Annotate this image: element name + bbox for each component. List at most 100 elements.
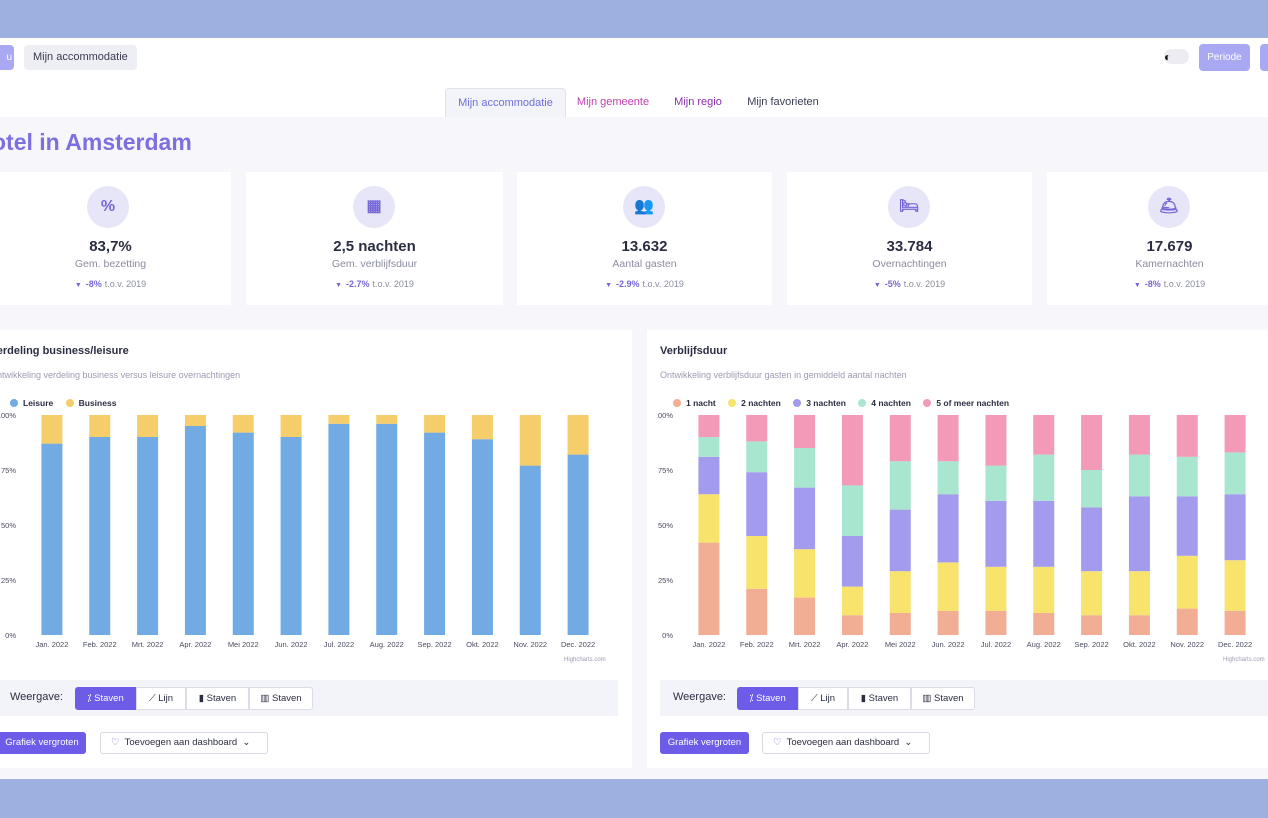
business-leisure-bar-segment[interactable] (137, 415, 159, 437)
verblijfsduur-bar-segment[interactable] (746, 588, 768, 635)
tab-mijn-favorieten[interactable]: Mijn favorieten (747, 96, 819, 108)
verblijfsduur-bar-segment[interactable] (1033, 415, 1055, 455)
verblijfsduur-bar-segment[interactable] (1033, 613, 1055, 635)
business-leisure-bar-segment[interactable] (519, 415, 541, 466)
chart-credits[interactable]: Highcharts.com (1223, 657, 1265, 663)
business-leisure-bar-segment[interactable] (471, 415, 493, 440)
verblijfsduur-bar-segment[interactable] (698, 415, 720, 437)
verblijfsduur-bar-segment[interactable] (1128, 415, 1150, 455)
business-leisure-bar-segment[interactable] (232, 432, 254, 635)
verblijfsduur-bar-segment[interactable] (1224, 452, 1246, 495)
add-to-dashboard-button[interactable]: ♡ Toevoegen aan dashboard ⌄ (100, 732, 268, 754)
verblijfsduur-bar-segment[interactable] (937, 610, 959, 635)
view-stacked-percent-button[interactable]: ⁒ Staven (75, 687, 136, 710)
verblijfsduur-bar-segment[interactable] (794, 448, 816, 488)
legend-item-1-nacht[interactable]: 1 nacht (673, 398, 716, 408)
legend-item-leisure[interactable]: Leisure (10, 398, 53, 408)
verblijfsduur-bar-segment[interactable] (698, 494, 720, 543)
view-stacked-percent-button[interactable]: ⁒ Staven (737, 687, 798, 710)
verblijfsduur-bar-segment[interactable] (1033, 566, 1055, 613)
view-line-button[interactable]: ⟋ Lijn (798, 687, 848, 710)
view-line-button[interactable]: ⟋ Lijn (136, 687, 186, 710)
verblijfsduur-bar-segment[interactable] (1081, 507, 1103, 572)
verblijfsduur-bar-segment[interactable] (1128, 615, 1150, 635)
legend-item-business[interactable]: Business (65, 398, 116, 408)
verblijfsduur-bar-segment[interactable] (937, 461, 959, 495)
verblijfsduur-bar-segment[interactable] (794, 415, 816, 448)
verblijfsduur-bar-segment[interactable] (841, 485, 863, 536)
business-leisure-bar-segment[interactable] (280, 415, 302, 437)
chart-credits[interactable]: Highcharts.com (564, 657, 606, 663)
verblijfsduur-bar-segment[interactable] (937, 562, 959, 611)
verblijfsduur-bar-segment[interactable] (985, 566, 1007, 611)
verblijfsduur-bar-segment[interactable] (1081, 470, 1103, 508)
verblijfsduur-bar-segment[interactable] (1128, 571, 1150, 616)
tab-mijn-accommodatie[interactable]: Mijn accommodatie (445, 88, 566, 117)
view-bar-button[interactable]: ▮ Staven (186, 687, 249, 710)
verblijfsduur-bar-segment[interactable] (985, 465, 1007, 501)
business-leisure-bar-segment[interactable] (519, 465, 541, 635)
business-leisure-bar-segment[interactable] (376, 415, 398, 424)
verblijfsduur-bar-segment[interactable] (1224, 494, 1246, 561)
business-leisure-bar-segment[interactable] (41, 415, 63, 444)
verblijfsduur-bar-segment[interactable] (1224, 415, 1246, 453)
verblijfsduur-bar-segment[interactable] (841, 536, 863, 587)
verblijfsduur-bar-segment[interactable] (841, 615, 863, 635)
verblijfsduur-bar-segment[interactable] (1176, 496, 1198, 556)
verblijfsduur-bar-segment[interactable] (841, 586, 863, 616)
business-leisure-bar-segment[interactable] (424, 415, 446, 433)
theme-toggle[interactable] (1164, 49, 1189, 64)
verblijfsduur-bar-segment[interactable] (1176, 415, 1198, 457)
accommodation-button[interactable]: Mijn accommodatie (24, 45, 137, 70)
verblijfsduur-bar-segment[interactable] (794, 549, 816, 598)
verblijfsduur-bar-segment[interactable] (889, 461, 911, 510)
verblijfsduur-bar-segment[interactable] (1224, 560, 1246, 611)
verblijfsduur-bar-segment[interactable] (1176, 608, 1198, 635)
legend-item-5-of-meer-nachten[interactable]: 5 of meer nachten (923, 398, 1009, 408)
verblijfsduur-bar-segment[interactable] (698, 542, 720, 635)
verblijfsduur-bar-segment[interactable] (889, 415, 911, 462)
verblijfsduur-bar-segment[interactable] (746, 536, 768, 589)
verblijfsduur-bar-segment[interactable] (746, 415, 768, 442)
verblijfsduur-bar-segment[interactable] (794, 487, 816, 550)
extra-button[interactable] (1260, 44, 1268, 71)
business-leisure-bar-segment[interactable] (280, 437, 302, 635)
tab-mijn-regio[interactable]: Mijn regio (674, 96, 722, 108)
verblijfsduur-bar-segment[interactable] (746, 472, 768, 536)
view-stacked-bar-button[interactable]: ▥ Staven (911, 687, 975, 710)
verblijfsduur-bar-segment[interactable] (889, 571, 911, 613)
verblijfsduur-bar-segment[interactable] (937, 494, 959, 563)
business-leisure-bar-segment[interactable] (328, 415, 350, 424)
business-leisure-bar-segment[interactable] (137, 437, 159, 635)
view-bar-button[interactable]: ▮ Staven (848, 687, 911, 710)
business-leisure-bar-segment[interactable] (41, 443, 63, 635)
legend-item-4-nachten[interactable]: 4 nachten (858, 398, 911, 408)
verblijfsduur-bar-segment[interactable] (985, 500, 1007, 567)
business-leisure-bar-segment[interactable] (89, 415, 111, 437)
verblijfsduur-bar-segment[interactable] (841, 415, 863, 486)
verblijfsduur-bar-segment[interactable] (937, 415, 959, 462)
legend-item-2-nachten[interactable]: 2 nachten (728, 398, 781, 408)
add-to-dashboard-button[interactable]: ♡ Toevoegen aan dashboard ⌄ (762, 732, 930, 754)
business-leisure-bar-segment[interactable] (567, 415, 589, 455)
verblijfsduur-bar-segment[interactable] (1128, 496, 1150, 572)
verblijfsduur-bar-segment[interactable] (1224, 610, 1246, 635)
business-leisure-bar-segment[interactable] (184, 426, 206, 635)
verblijfsduur-bar-segment[interactable] (985, 415, 1007, 466)
verblijfsduur-bar-segment[interactable] (985, 610, 1007, 635)
view-stacked-bar-button[interactable]: ▥ Staven (249, 687, 313, 710)
verblijfsduur-bar-segment[interactable] (1128, 454, 1150, 497)
verblijfsduur-bar-segment[interactable] (698, 456, 720, 495)
business-leisure-bar-segment[interactable] (567, 454, 589, 635)
enlarge-chart-button[interactable]: Grafiek vergroten (0, 732, 86, 754)
business-leisure-bar-segment[interactable] (328, 423, 350, 635)
tab-mijn-gemeente[interactable]: Mijn gemeente (576, 96, 650, 108)
verblijfsduur-bar-segment[interactable] (1176, 555, 1198, 609)
business-leisure-bar-segment[interactable] (376, 423, 398, 635)
verblijfsduur-bar-segment[interactable] (889, 509, 911, 572)
menu-button[interactable]: u (0, 45, 14, 70)
periode-button[interactable]: Periode (1199, 44, 1250, 71)
business-leisure-bar-segment[interactable] (424, 432, 446, 635)
verblijfsduur-bar-segment[interactable] (746, 441, 768, 473)
verblijfsduur-bar-segment[interactable] (1033, 454, 1055, 501)
